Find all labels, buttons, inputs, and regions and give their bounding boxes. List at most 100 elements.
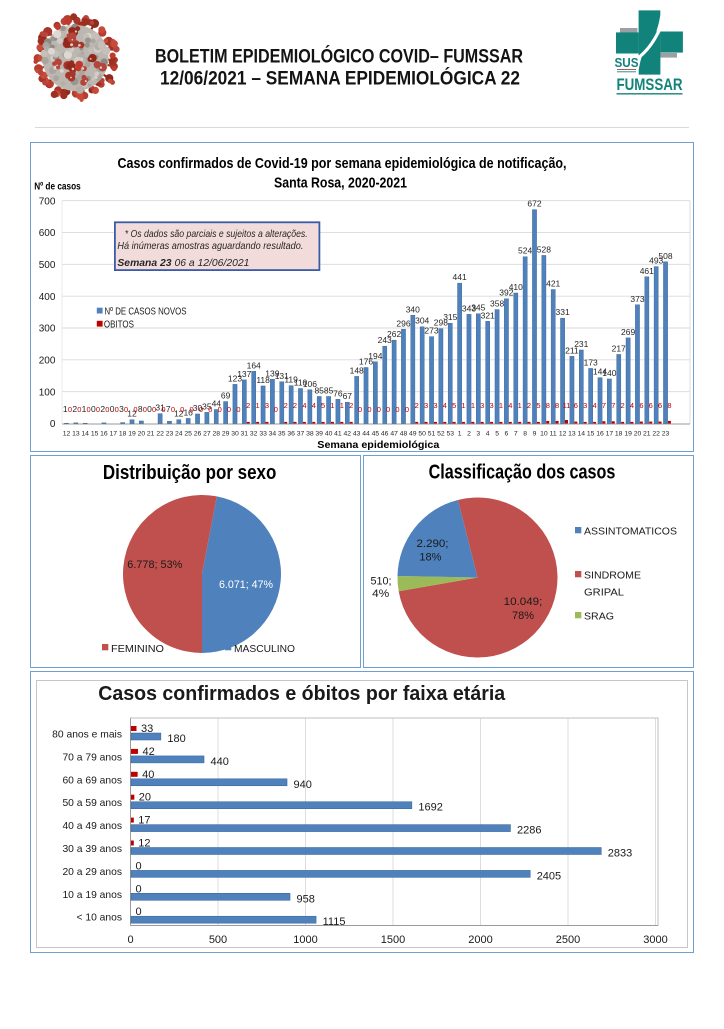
svg-text:< 10 anos: < 10 anos xyxy=(76,913,122,924)
svg-text:958: 958 xyxy=(297,893,315,905)
svg-text:Classificação dos casos: Classificação dos casos xyxy=(429,462,616,484)
svg-text:13: 13 xyxy=(568,431,576,438)
svg-text:42: 42 xyxy=(143,746,155,758)
svg-text:2: 2 xyxy=(246,401,250,410)
svg-text:15: 15 xyxy=(587,431,595,438)
svg-text:3: 3 xyxy=(583,401,587,410)
svg-text:3: 3 xyxy=(433,401,437,410)
svg-text:Nº de casos: Nº de casos xyxy=(34,181,81,192)
svg-text:164: 164 xyxy=(247,360,261,370)
svg-text:27: 27 xyxy=(203,431,211,438)
svg-text:2.290;: 2.290; xyxy=(417,538,449,550)
svg-text:12/06/2021 – SEMANA EPIDEMIOLÓ: 12/06/2021 – SEMANA EPIDEMIOLÓGICA 22 xyxy=(160,68,520,90)
svg-text:321: 321 xyxy=(481,310,495,320)
svg-text:2405: 2405 xyxy=(537,870,561,882)
svg-text:40: 40 xyxy=(142,769,154,781)
svg-text:410: 410 xyxy=(509,282,523,292)
svg-text:25: 25 xyxy=(184,431,192,438)
svg-text:5: 5 xyxy=(321,401,325,410)
svg-text:0: 0 xyxy=(136,906,142,918)
svg-text:60 a 69 anos: 60 a 69 anos xyxy=(62,775,122,786)
svg-text:41: 41 xyxy=(334,431,342,438)
svg-text:BOLETIM EPIDEMIOLÓGICO COVID–: BOLETIM EPIDEMIOLÓGICO COVID– FUMSSAR xyxy=(155,46,523,68)
svg-text:39: 39 xyxy=(315,431,323,438)
svg-text:20 a 29 anos: 20 a 29 anos xyxy=(62,867,122,878)
svg-text:31: 31 xyxy=(241,431,249,438)
svg-text:17: 17 xyxy=(606,431,614,438)
svg-text:26: 26 xyxy=(194,431,202,438)
svg-text:21: 21 xyxy=(147,431,155,438)
svg-text:1692: 1692 xyxy=(418,802,442,814)
svg-text:19: 19 xyxy=(128,431,136,438)
svg-text:1500: 1500 xyxy=(381,934,405,946)
svg-text:0: 0 xyxy=(218,405,222,414)
svg-text:0: 0 xyxy=(358,405,362,414)
svg-text:373: 373 xyxy=(630,294,644,304)
svg-text:1: 1 xyxy=(461,401,465,410)
svg-text:7: 7 xyxy=(602,401,606,410)
svg-text:24: 24 xyxy=(175,431,183,438)
svg-text:6: 6 xyxy=(639,401,643,410)
svg-text:15: 15 xyxy=(91,431,99,438)
svg-text:10 a 19 anos: 10 a 19 anos xyxy=(62,890,122,901)
svg-text:4: 4 xyxy=(443,401,447,410)
svg-text:53: 53 xyxy=(447,431,455,438)
svg-text:37: 37 xyxy=(297,431,305,438)
svg-text:33: 33 xyxy=(259,431,267,438)
svg-text:18: 18 xyxy=(615,431,623,438)
svg-text:7: 7 xyxy=(611,401,615,410)
svg-text:5: 5 xyxy=(495,431,499,438)
svg-text:36: 36 xyxy=(287,431,295,438)
svg-text:4: 4 xyxy=(630,401,634,410)
svg-text:0: 0 xyxy=(136,860,142,872)
svg-text:940: 940 xyxy=(294,779,312,791)
svg-text:8: 8 xyxy=(546,401,550,410)
svg-text:148: 148 xyxy=(350,365,364,375)
svg-text:50: 50 xyxy=(418,431,426,438)
svg-text:9: 9 xyxy=(533,431,537,438)
svg-text:0: 0 xyxy=(127,934,133,946)
svg-text:49: 49 xyxy=(409,431,417,438)
svg-text:1115: 1115 xyxy=(323,916,346,928)
svg-text:34: 34 xyxy=(269,431,277,438)
svg-text:13: 13 xyxy=(72,431,80,438)
svg-text:4: 4 xyxy=(486,431,490,438)
svg-text:358: 358 xyxy=(490,299,504,309)
svg-text:17: 17 xyxy=(138,815,150,827)
svg-text:340: 340 xyxy=(406,304,420,314)
svg-text:SRAG: SRAG xyxy=(584,611,614,623)
svg-text:0: 0 xyxy=(377,405,381,414)
svg-text:528: 528 xyxy=(537,244,551,254)
svg-text:50 a 59 anos: 50 a 59 anos xyxy=(62,798,122,809)
svg-text:2: 2 xyxy=(621,401,625,410)
svg-text:29: 29 xyxy=(222,431,230,438)
svg-text:180: 180 xyxy=(167,733,185,745)
svg-text:6: 6 xyxy=(649,401,653,410)
svg-text:8: 8 xyxy=(523,431,527,438)
svg-text:40 a 49 anos: 40 a 49 anos xyxy=(62,821,122,832)
svg-text:11: 11 xyxy=(563,401,571,410)
svg-text:0: 0 xyxy=(367,405,371,414)
svg-text:35: 35 xyxy=(278,431,286,438)
svg-text:6: 6 xyxy=(574,401,578,410)
svg-text:30 a 39 anos: 30 a 39 anos xyxy=(62,844,122,855)
svg-text:3: 3 xyxy=(490,401,494,410)
svg-text:3: 3 xyxy=(265,401,269,410)
svg-text:17: 17 xyxy=(110,431,118,438)
svg-text:76: 76 xyxy=(333,388,343,398)
svg-text:20: 20 xyxy=(634,431,642,438)
svg-text:23: 23 xyxy=(166,431,174,438)
svg-text:500: 500 xyxy=(209,934,227,946)
svg-text:1000: 1000 xyxy=(293,934,317,946)
svg-text:500: 500 xyxy=(39,260,56,271)
svg-text:2: 2 xyxy=(467,431,471,438)
svg-text:2833: 2833 xyxy=(608,848,632,860)
svg-text:0: 0 xyxy=(405,405,409,414)
svg-text:137: 137 xyxy=(237,369,251,379)
svg-text:194: 194 xyxy=(368,351,382,361)
svg-text:262: 262 xyxy=(387,329,401,339)
svg-text:0: 0 xyxy=(274,405,278,414)
svg-text:510;: 510; xyxy=(371,576,392,588)
svg-text:2: 2 xyxy=(284,401,288,410)
svg-text:4: 4 xyxy=(508,401,512,410)
